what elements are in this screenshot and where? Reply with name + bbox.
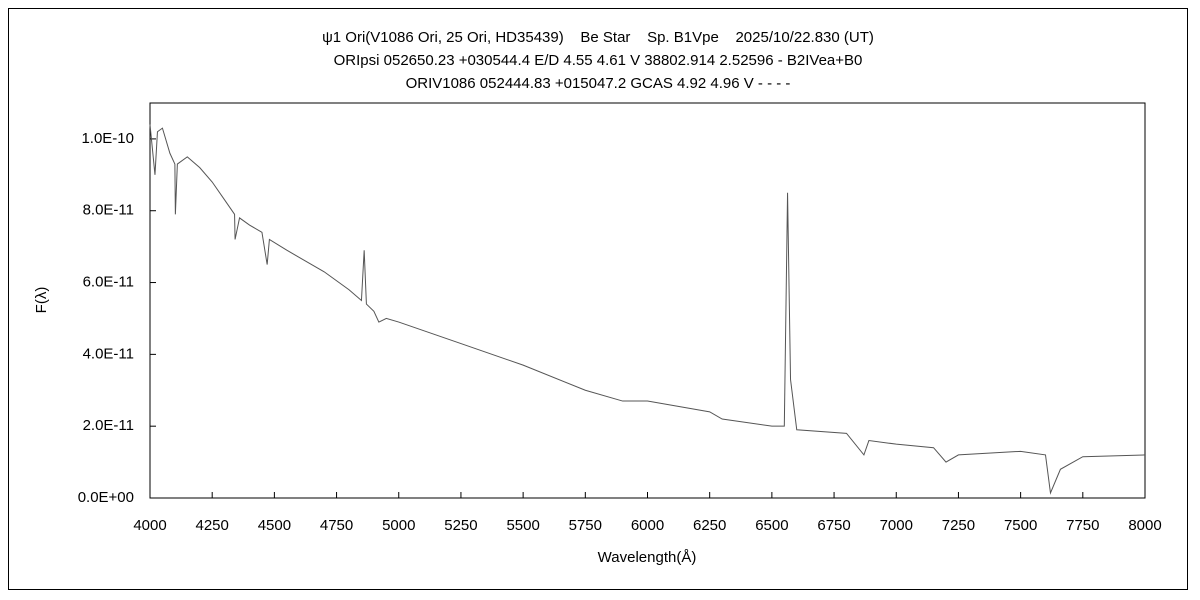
x-tick-label: 4000 bbox=[133, 517, 166, 534]
x-tick-label: 6750 bbox=[817, 517, 850, 534]
x-tick-label: 4750 bbox=[320, 517, 353, 534]
x-tick-label: 8000 bbox=[1128, 517, 1161, 534]
y-tick-label: 2.0E-11 bbox=[83, 417, 134, 434]
y-tick-label: 6.0E-11 bbox=[83, 274, 134, 291]
spectrum-line bbox=[149, 124, 1146, 495]
x-tick-label: 6250 bbox=[693, 517, 726, 534]
y-tick-label: 0.0E+00 bbox=[78, 489, 134, 506]
y-tick-label: 8.0E-11 bbox=[83, 202, 134, 219]
x-tick-label: 6000 bbox=[631, 517, 664, 534]
x-tick-label: 5500 bbox=[506, 517, 539, 534]
x-tick-label: 7250 bbox=[942, 517, 975, 534]
y-tick-label: 4.0E-11 bbox=[83, 345, 134, 362]
x-tick-label: 7500 bbox=[1004, 517, 1037, 534]
chart-frame bbox=[8, 8, 1188, 590]
x-tick-label: 4500 bbox=[258, 517, 291, 534]
title-line: ORIV1086 052444.83 +015047.2 GCAS 4.92 4… bbox=[406, 75, 791, 92]
x-tick-label: 5000 bbox=[382, 517, 415, 534]
title-line: ORIpsi 052650.23 +030544.4 E/D 4.55 4.61… bbox=[334, 52, 863, 69]
x-axis-label: Wavelength(Å) bbox=[598, 549, 697, 566]
title-line: ψ1 Ori(V1086 Ori, 25 Ori, HD35439) Be St… bbox=[322, 29, 874, 46]
x-tick-label: 5250 bbox=[444, 517, 477, 534]
x-tick-label: 6500 bbox=[755, 517, 788, 534]
x-tick-label: 7000 bbox=[880, 517, 913, 534]
x-tick-label: 4250 bbox=[196, 517, 229, 534]
x-tick-label: 7750 bbox=[1066, 517, 1099, 534]
plot-area bbox=[149, 102, 1146, 499]
y-tick-label: 1.0E-10 bbox=[81, 130, 134, 147]
y-axis-label: F(λ) bbox=[33, 287, 50, 314]
x-tick-label: 5750 bbox=[569, 517, 602, 534]
